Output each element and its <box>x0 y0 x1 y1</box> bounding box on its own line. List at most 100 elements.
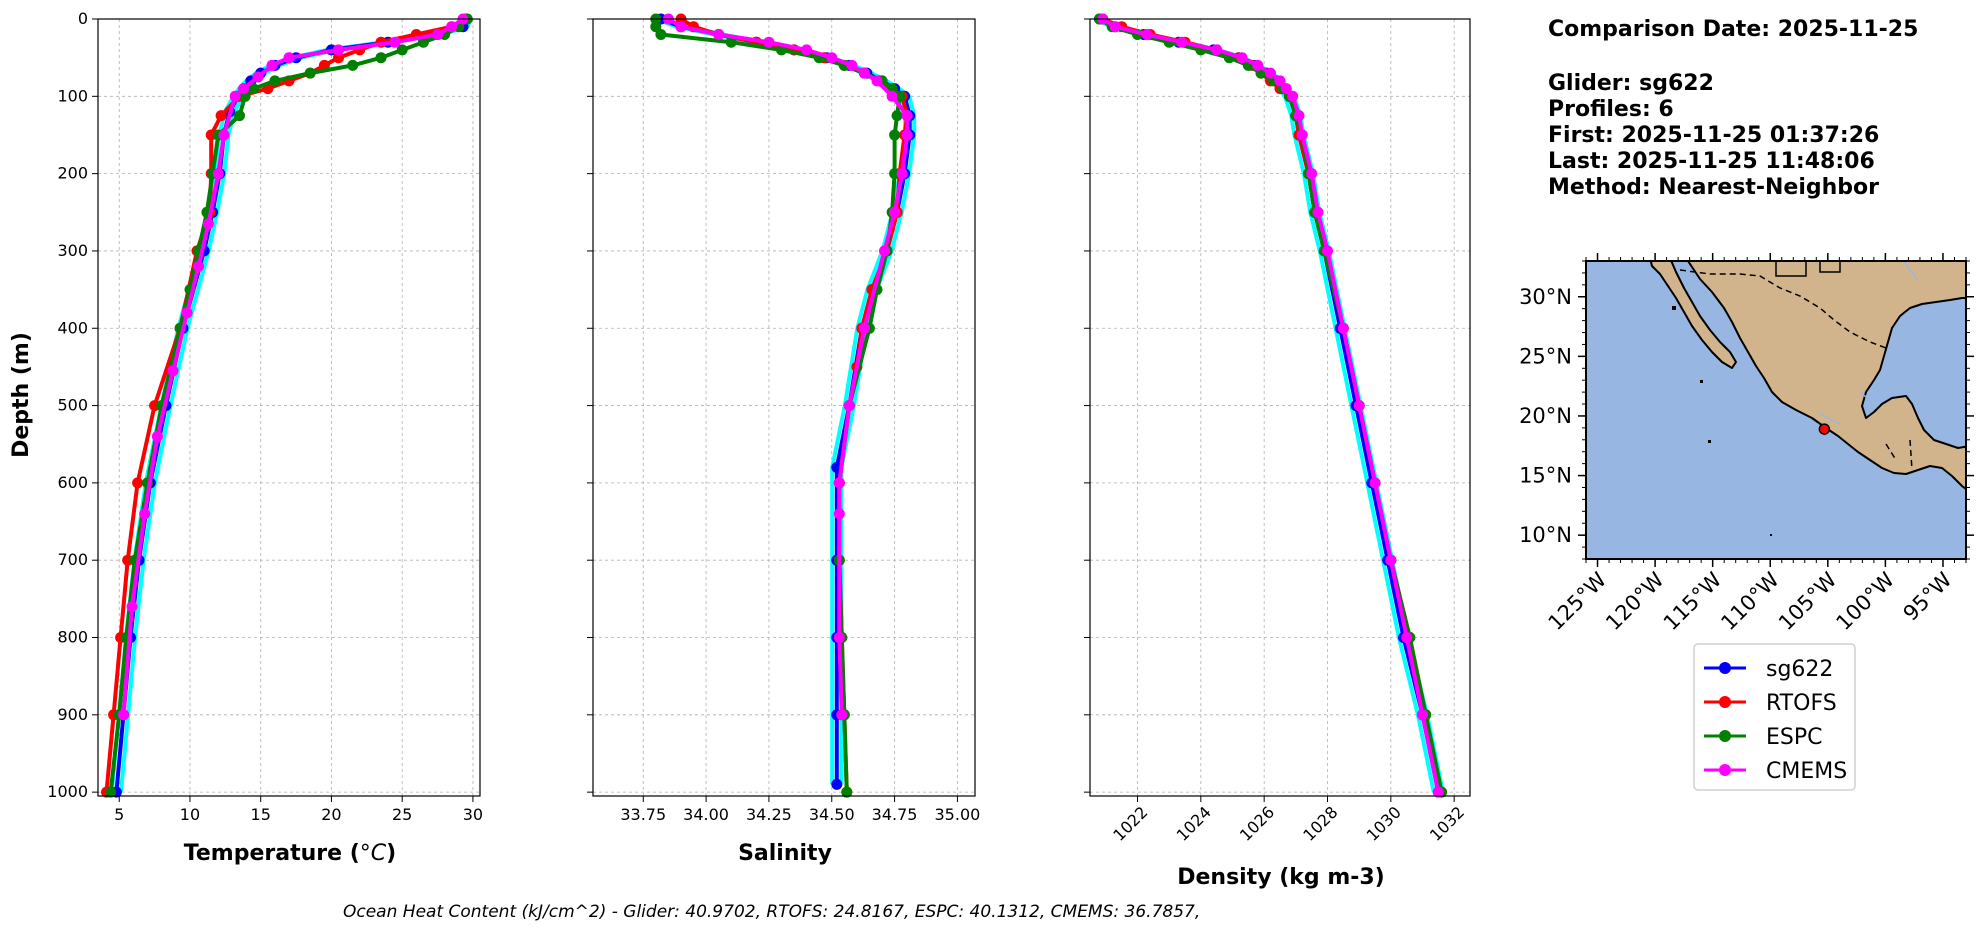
land-baja <box>1649 261 1737 369</box>
cmems-point <box>896 168 908 180</box>
legend-marker <box>1719 730 1731 742</box>
legend-marker <box>1719 662 1731 674</box>
y-tick-label: 800 <box>57 628 88 647</box>
method: Method: Nearest-Neighbor <box>1548 175 1879 200</box>
espc-point <box>841 786 853 798</box>
espc-point <box>650 21 662 33</box>
y-tick-label: 0 <box>78 9 88 28</box>
cmems-point <box>1401 632 1413 643</box>
espc-point <box>375 52 387 64</box>
cmems-point <box>432 29 444 40</box>
y-tick-label: 300 <box>57 241 88 260</box>
cmems-point <box>1306 168 1318 180</box>
cmems-point <box>1280 83 1292 95</box>
cmems-point <box>333 44 344 56</box>
series-cmems <box>118 13 469 721</box>
espc-point <box>725 36 737 48</box>
sg622-point <box>831 778 843 790</box>
cmems-point <box>181 307 193 319</box>
legend-label: sg622 <box>1766 657 1833 682</box>
axes-frame <box>1089 18 1471 797</box>
espc-point <box>891 110 903 122</box>
salinity-panel: 33.75 34.00 34.25 34.50 34.75 35.00 <box>587 13 980 824</box>
depth-axis-title: Depth (m) <box>9 332 34 458</box>
cmems-point <box>833 632 845 643</box>
cmems-point <box>1322 245 1333 257</box>
y-tick-label: 1000 <box>47 782 88 801</box>
legend-item-cmems: CMEMS <box>1704 759 1847 784</box>
axes-frame <box>592 18 976 797</box>
cmems-point <box>871 75 883 87</box>
ocean-heat-content-footer: Ocean Heat Content (kJ/cm^2) - Glider: 4… <box>343 902 1200 922</box>
lat-tick-label: 20°N <box>1519 404 1572 428</box>
island <box>1708 440 1711 443</box>
density-axis-title: Density (kg m-3) <box>1177 865 1385 890</box>
axes-frame <box>97 18 481 797</box>
cmems-point <box>1353 400 1365 412</box>
cmems-point <box>1417 709 1428 721</box>
cmems-point <box>212 168 224 180</box>
espc-point <box>655 29 667 40</box>
espc-point <box>269 75 281 87</box>
legend-label: CMEMS <box>1766 759 1847 784</box>
cmems-point <box>446 21 458 33</box>
info-block: Comparison Date: 2025-11-25 Glider: sg62… <box>1548 17 1918 200</box>
cmems-point <box>1236 52 1248 64</box>
espc-point <box>234 110 245 122</box>
salinity-axis-title: Salinity <box>738 841 832 866</box>
x-tick-label: 5 <box>114 805 124 824</box>
x-tick-label: 34.50 <box>809 805 855 824</box>
espc-point <box>347 59 359 71</box>
x-tick-label: 34.75 <box>872 805 918 824</box>
series-cmems <box>1097 13 1444 798</box>
cmems-point <box>229 90 241 102</box>
cmems-point <box>118 709 129 721</box>
border-lines-3 <box>1885 439 1913 471</box>
border-lines <box>1679 269 1887 349</box>
cmems-point <box>1293 110 1305 122</box>
cmems-point <box>675 21 687 33</box>
cmems-point <box>1385 554 1397 566</box>
cmems-point <box>218 129 230 141</box>
x-tick-label: 15 <box>251 805 271 824</box>
series-cmems <box>662 13 913 721</box>
x-tick-label: 20 <box>321 805 341 824</box>
lat-tick-label: 10°N <box>1519 523 1572 547</box>
glider-name: Glider: sg622 <box>1548 71 1714 96</box>
cmems-point <box>238 83 250 95</box>
cmems-point <box>1176 36 1188 48</box>
lat-tick-label: 15°N <box>1519 464 1572 488</box>
lat-tick-label: 30°N <box>1519 285 1572 309</box>
cmems-point <box>283 52 295 64</box>
island <box>1672 306 1676 310</box>
rtofs-point <box>132 477 144 489</box>
cmems-line <box>121 17 465 715</box>
cmems-point <box>1141 29 1153 40</box>
y-tick-label: 100 <box>57 86 88 105</box>
x-tick-label: 25 <box>392 805 412 824</box>
last-time: Last: 2025-11-25 11:48:06 <box>1548 149 1875 174</box>
rtofs-point <box>215 110 227 122</box>
cmems-point <box>1432 786 1444 798</box>
lat-tick-label: 25°N <box>1519 344 1572 368</box>
y-tick-label: 200 <box>57 164 88 183</box>
espc-point <box>889 129 901 141</box>
cmems-point <box>202 218 214 230</box>
x-tick-label: 34.00 <box>683 805 729 824</box>
cmems-point <box>389 36 401 48</box>
glider-location-marker <box>1818 423 1831 435</box>
cmems-point <box>1369 477 1381 489</box>
x-tick-label: 34.25 <box>746 805 792 824</box>
cmems-point <box>126 601 138 613</box>
cmems-point <box>1274 75 1286 87</box>
espc-point <box>304 67 316 79</box>
legend-label: ESPC <box>1766 725 1823 750</box>
comparison-date: Comparison Date: 2025-11-25 <box>1548 17 1918 42</box>
cmems-point <box>886 90 898 102</box>
y-tick-label: 700 <box>57 550 88 569</box>
cmems-point <box>1296 129 1308 141</box>
cmems-point <box>858 67 870 79</box>
legend-frame <box>1693 643 1856 791</box>
espc-point <box>248 83 260 95</box>
cmems-point <box>1265 67 1276 79</box>
